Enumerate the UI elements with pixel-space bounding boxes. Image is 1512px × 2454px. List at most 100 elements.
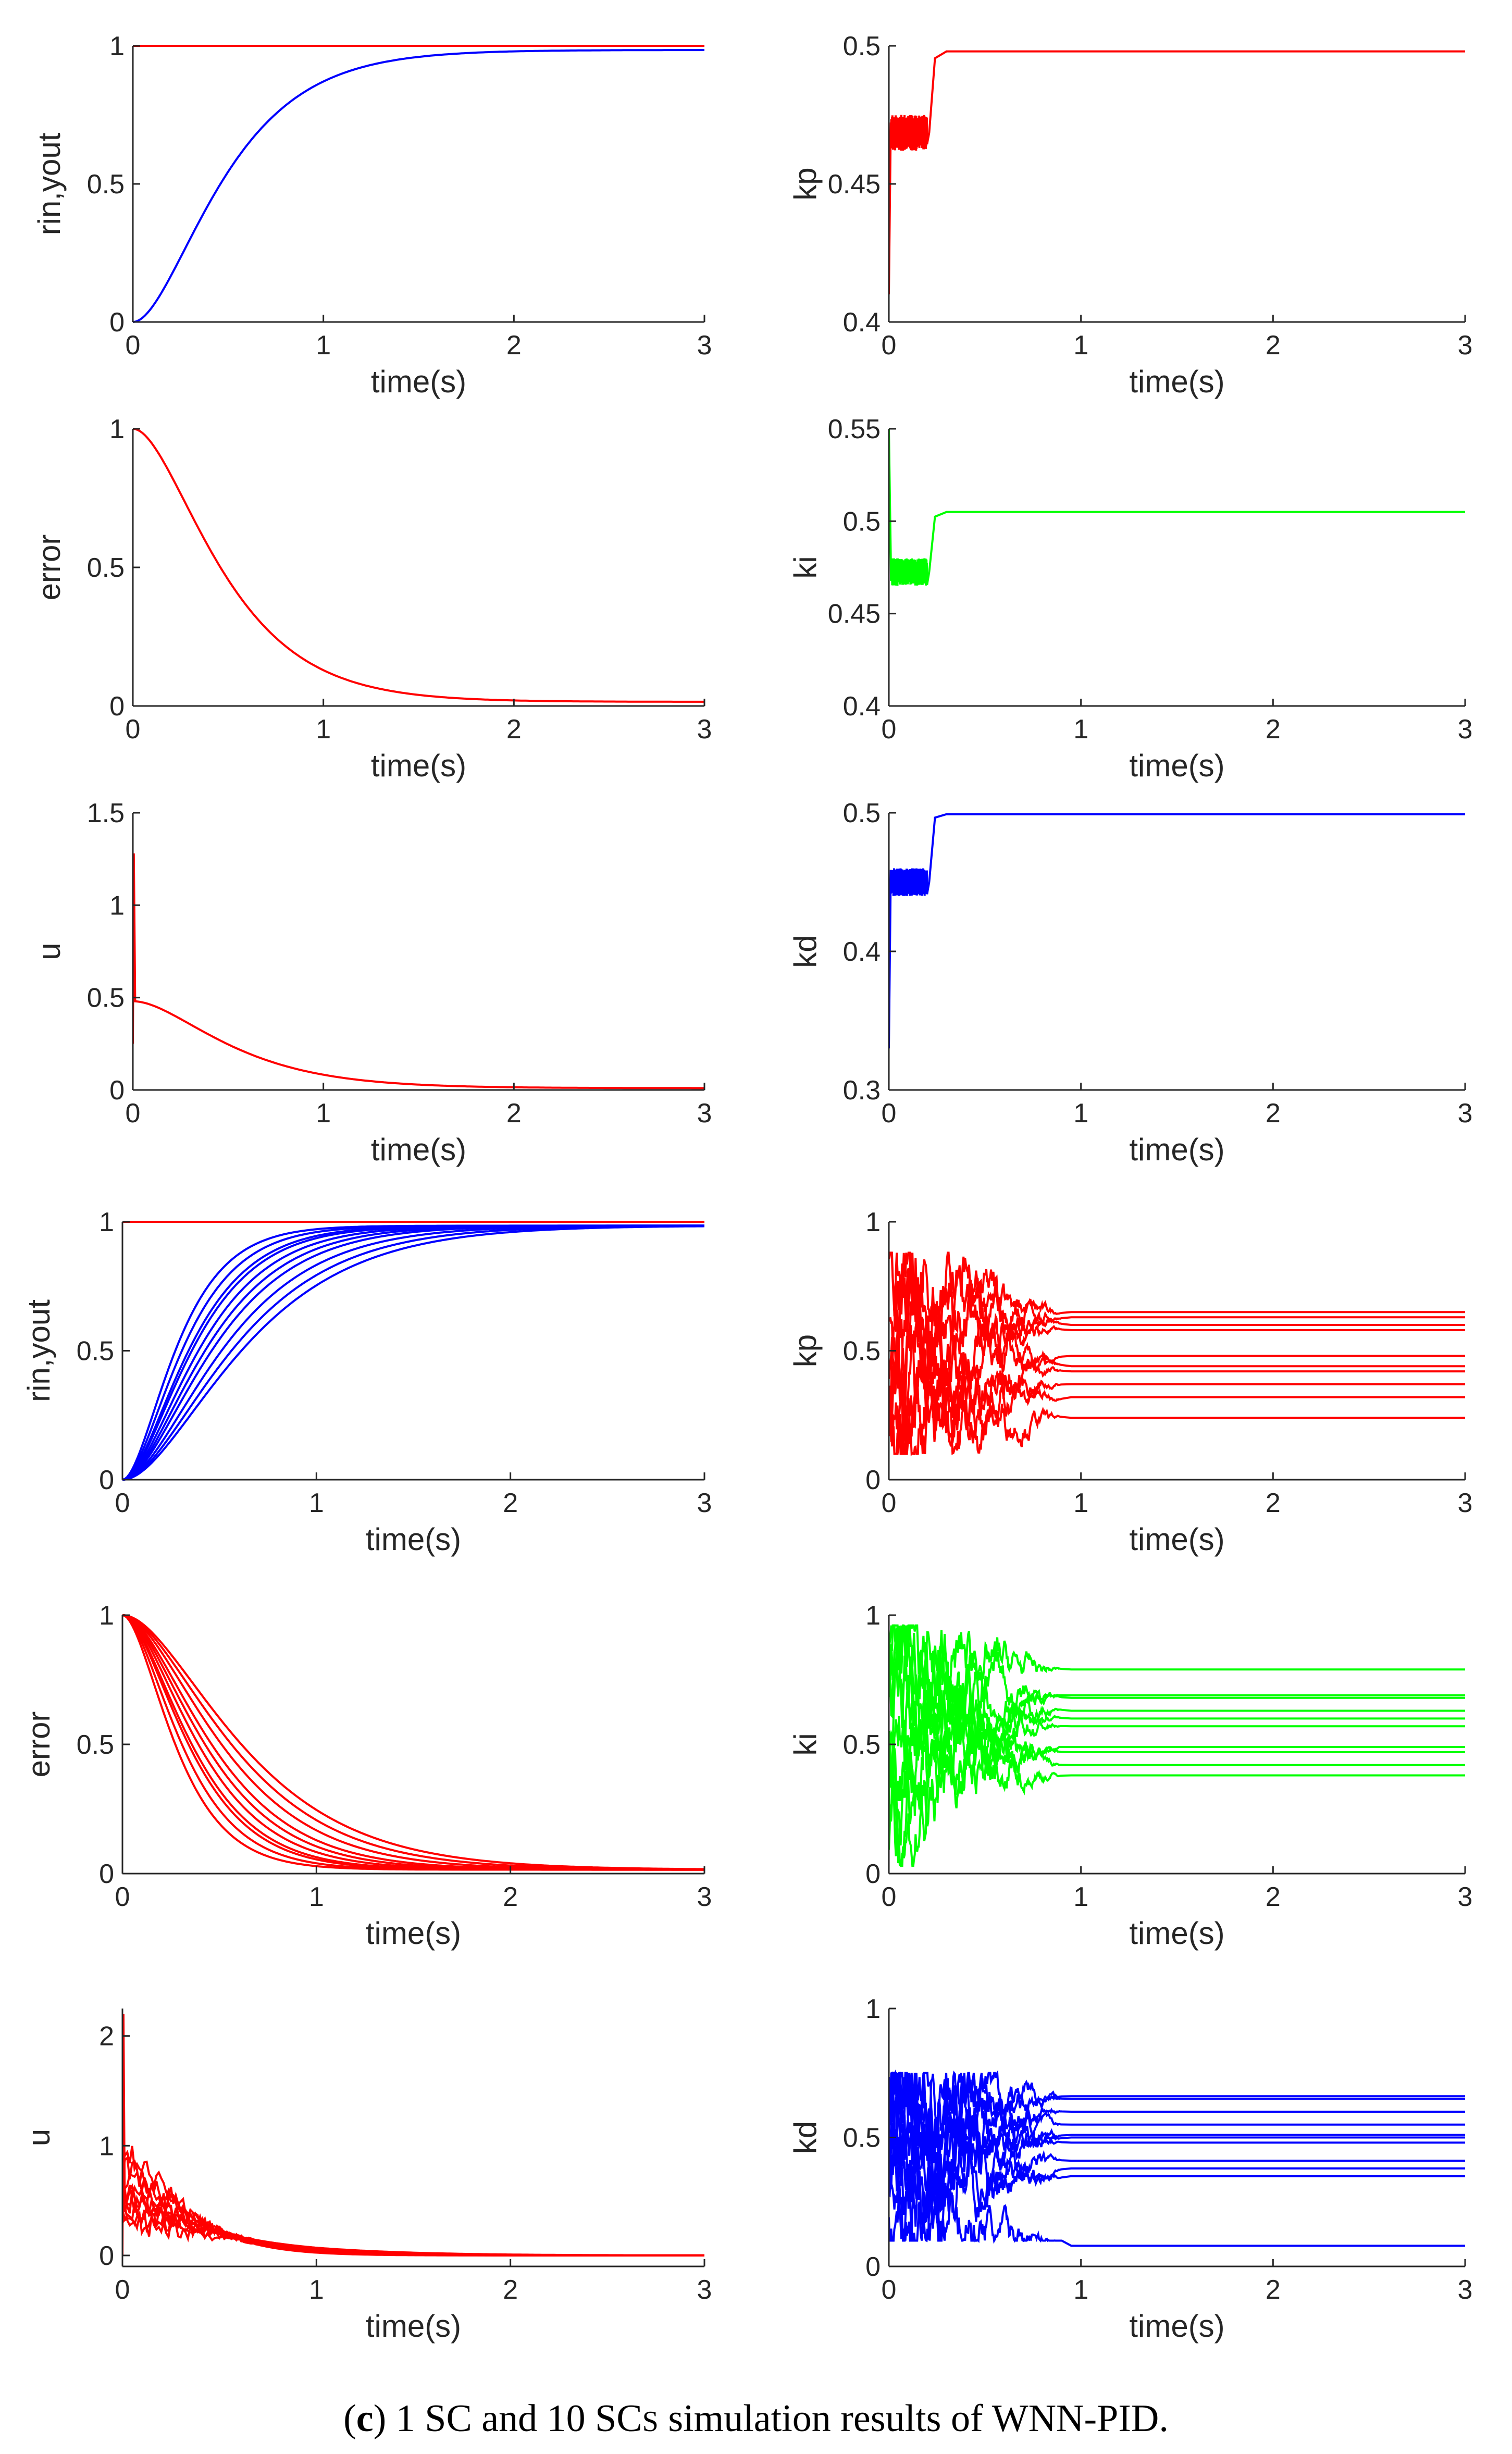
kd-1sc-ytick-label: 0.5	[843, 798, 881, 828]
rin-yout-1sc-ytick-label: 0	[109, 307, 125, 338]
kd-1sc-xtick-label: 0	[882, 1098, 897, 1129]
error-10sc-ytick-label: 0.5	[77, 1730, 114, 1760]
ki-10sc-series-ki-line-9	[889, 1625, 1465, 1795]
kd-10sc-xtick-label: 1	[1073, 2275, 1088, 2305]
error-1sc-xtick-label: 1	[316, 714, 331, 745]
rin-yout-10sc-xtick-label: 3	[697, 1488, 712, 1518]
kd-1sc-xtick-label: 2	[1266, 1098, 1281, 1129]
error-10sc-ytick-label: 0	[99, 1859, 114, 1889]
u-1sc-xtick-label: 1	[316, 1098, 331, 1129]
kp-1sc-ytick-label: 0.45	[828, 169, 881, 200]
error-1sc-xtick-label: 3	[697, 714, 712, 745]
ki-10sc-series-ki-line-8	[889, 1717, 1465, 1856]
u-1sc-xlabel: time(s)	[371, 1132, 466, 1167]
u-10sc-xtick-label: 0	[115, 2275, 130, 2305]
rin-yout-1sc-xtick-label: 0	[126, 330, 141, 361]
kp-10sc-ytick-label: 0.5	[843, 1336, 881, 1367]
chart-rin-yout-1sc: 0 1 2 3 0 0.5 1 time(s) rin,yout	[32, 31, 712, 399]
kp-10sc-xtick-label: 0	[882, 1488, 897, 1518]
error-1sc-xlabel: time(s)	[371, 748, 466, 783]
u-1sc-xtick-label: 0	[126, 1098, 141, 1129]
u-10sc-ytick-label: 2	[99, 2022, 114, 2052]
rin-yout-1sc-series-yout-line-0	[133, 49, 704, 323]
rin-yout-10sc-series-yout-line-6	[122, 1224, 704, 1481]
kd-1sc-ytick-label: 0.4	[843, 937, 881, 967]
ki-10sc-xlabel: time(s)	[1129, 1916, 1224, 1951]
rin-yout-1sc-xtick-label: 2	[506, 330, 522, 361]
kd-10sc-series-kd-line-0	[889, 2072, 1465, 2196]
u-10sc-xtick-label: 3	[697, 2275, 712, 2305]
u-10sc-ylabel: u	[21, 2129, 56, 2146]
ki-10sc-xtick-label: 0	[882, 1882, 897, 1912]
kp-1sc-series-kp-line-0	[889, 50, 1465, 295]
ki-1sc-xtick-label: 2	[1266, 714, 1281, 745]
chart-u-1sc: 0 1 2 3 0 0.5 1 1.5 time(s) u	[32, 798, 712, 1167]
figure: 0 1 2 3 0 0.5 1 time(s) rin,yout 0 1 2 3 0.4 0.45 0.5 ti…	[21, 31, 1473, 2344]
kp-1sc-xtick-label: 2	[1266, 330, 1281, 361]
ki-10sc-ytick-label: 1	[865, 1601, 881, 1631]
rin-yout-1sc-xtick-label: 1	[316, 330, 331, 361]
rin-yout-1sc-xtick-label: 3	[697, 330, 712, 361]
rin-yout-10sc-series-yout-line-9	[122, 1225, 704, 1481]
kd-10sc-ytick-label: 1	[865, 1994, 881, 2024]
ki-1sc-ytick-label: 0.45	[828, 599, 881, 629]
kp-10sc-ytick-label: 0	[865, 1465, 881, 1495]
kd-10sc-ylabel: kd	[788, 2121, 823, 2154]
error-10sc-xtick-label: 0	[115, 1882, 130, 1912]
rin-yout-1sc-ytick-label: 1	[109, 31, 125, 61]
chart-ki-10sc: 0 1 2 3 0 0.5 1 time(s) ki	[788, 1601, 1472, 1951]
kp-10sc-xtick-label: 3	[1458, 1488, 1473, 1518]
u-10sc-series-u-line-3	[122, 2170, 704, 2257]
u-1sc-series-u-line-0	[133, 853, 704, 1089]
ki-10sc-xtick-label: 3	[1458, 1882, 1473, 1912]
kp-1sc-ytick-label: 0.4	[843, 307, 881, 338]
caption-open: (	[343, 2397, 356, 2440]
error-1sc-xtick-label: 2	[506, 714, 522, 745]
rin-yout-1sc-ytick-label: 0.5	[87, 169, 125, 200]
chart-u-10sc: 0 1 2 3 0 1 2 time(s) u	[21, 2009, 712, 2344]
u-10sc-series-u-line-4	[122, 2184, 704, 2257]
u-10sc-xtick-label: 1	[309, 2275, 324, 2305]
rin-yout-10sc-ytick-label: 1	[99, 1207, 114, 1237]
error-10sc-xtick-label: 3	[697, 1882, 712, 1912]
u-1sc-ylabel: u	[32, 943, 67, 960]
ki-1sc-xtick-label: 0	[882, 714, 897, 745]
chart-error-1sc: 0 1 2 3 0 0.5 1 time(s) error	[32, 414, 712, 783]
kd-10sc-xtick-label: 0	[882, 2275, 897, 2305]
kp-1sc-ytick-label: 0.5	[843, 31, 881, 61]
kp-10sc-series-kp-line-2	[889, 1251, 1465, 1411]
error-10sc-series-error-line-6	[122, 1614, 704, 1871]
chart-kd-10sc: 0 1 2 3 0 0.5 1 time(s) kd	[788, 1994, 1472, 2344]
rin-yout-10sc-xtick-label: 1	[309, 1488, 324, 1518]
rin-yout-10sc-xlabel: time(s)	[366, 1522, 461, 1557]
error-10sc-xtick-label: 2	[503, 1882, 518, 1912]
kd-10sc-xtick-label: 3	[1458, 2275, 1473, 2305]
error-10sc-xlabel: time(s)	[366, 1916, 461, 1951]
rin-yout-10sc-xtick-label: 0	[115, 1488, 130, 1518]
kd-10sc-ytick-label: 0.5	[843, 2123, 881, 2153]
kd-1sc-series-kd-line-0	[889, 813, 1465, 1049]
kd-1sc-ytick-label: 0.3	[843, 1075, 881, 1106]
chart-ki-1sc: 0 1 2 3 0.4 0.45 0.5 0.55 time(s) ki	[788, 414, 1472, 783]
kp-10sc-series-kp-line-9	[889, 1323, 1465, 1455]
u-10sc-xlabel: time(s)	[366, 2309, 461, 2344]
error-1sc-xtick-label: 0	[126, 714, 141, 745]
ki-10sc-series-ki-line-2	[889, 1650, 1465, 1803]
kd-1sc-xlabel: time(s)	[1129, 1132, 1224, 1167]
error-10sc-xtick-label: 1	[309, 1882, 324, 1912]
kp-10sc-xtick-label: 2	[1266, 1488, 1281, 1518]
ki-1sc-ytick-label: 0.55	[828, 414, 881, 444]
u-10sc-xtick-label: 2	[503, 2275, 518, 2305]
chart-kp-1sc: 0 1 2 3 0.4 0.45 0.5 time(s) kp	[788, 31, 1472, 399]
error-10sc-ytick-label: 1	[99, 1601, 114, 1631]
chart-error-10sc: 0 1 2 3 0 0.5 1 time(s) error	[21, 1601, 712, 1951]
error-10sc-series-error-line-9	[122, 1614, 704, 1870]
figure-caption: (c) 1 SC and 10 SCS simulation results o…	[0, 2397, 1512, 2441]
kp-1sc-ylabel: kp	[788, 167, 823, 200]
ki-1sc-xtick-label: 1	[1073, 714, 1088, 745]
kd-1sc-ylabel: kd	[788, 935, 823, 968]
kd-1sc-xtick-label: 3	[1458, 1098, 1473, 1129]
kd-10sc-xtick-label: 2	[1266, 2275, 1281, 2305]
u-1sc-ytick-label: 0	[109, 1075, 125, 1106]
kp-10sc-series-kp-line-4	[889, 1251, 1465, 1457]
